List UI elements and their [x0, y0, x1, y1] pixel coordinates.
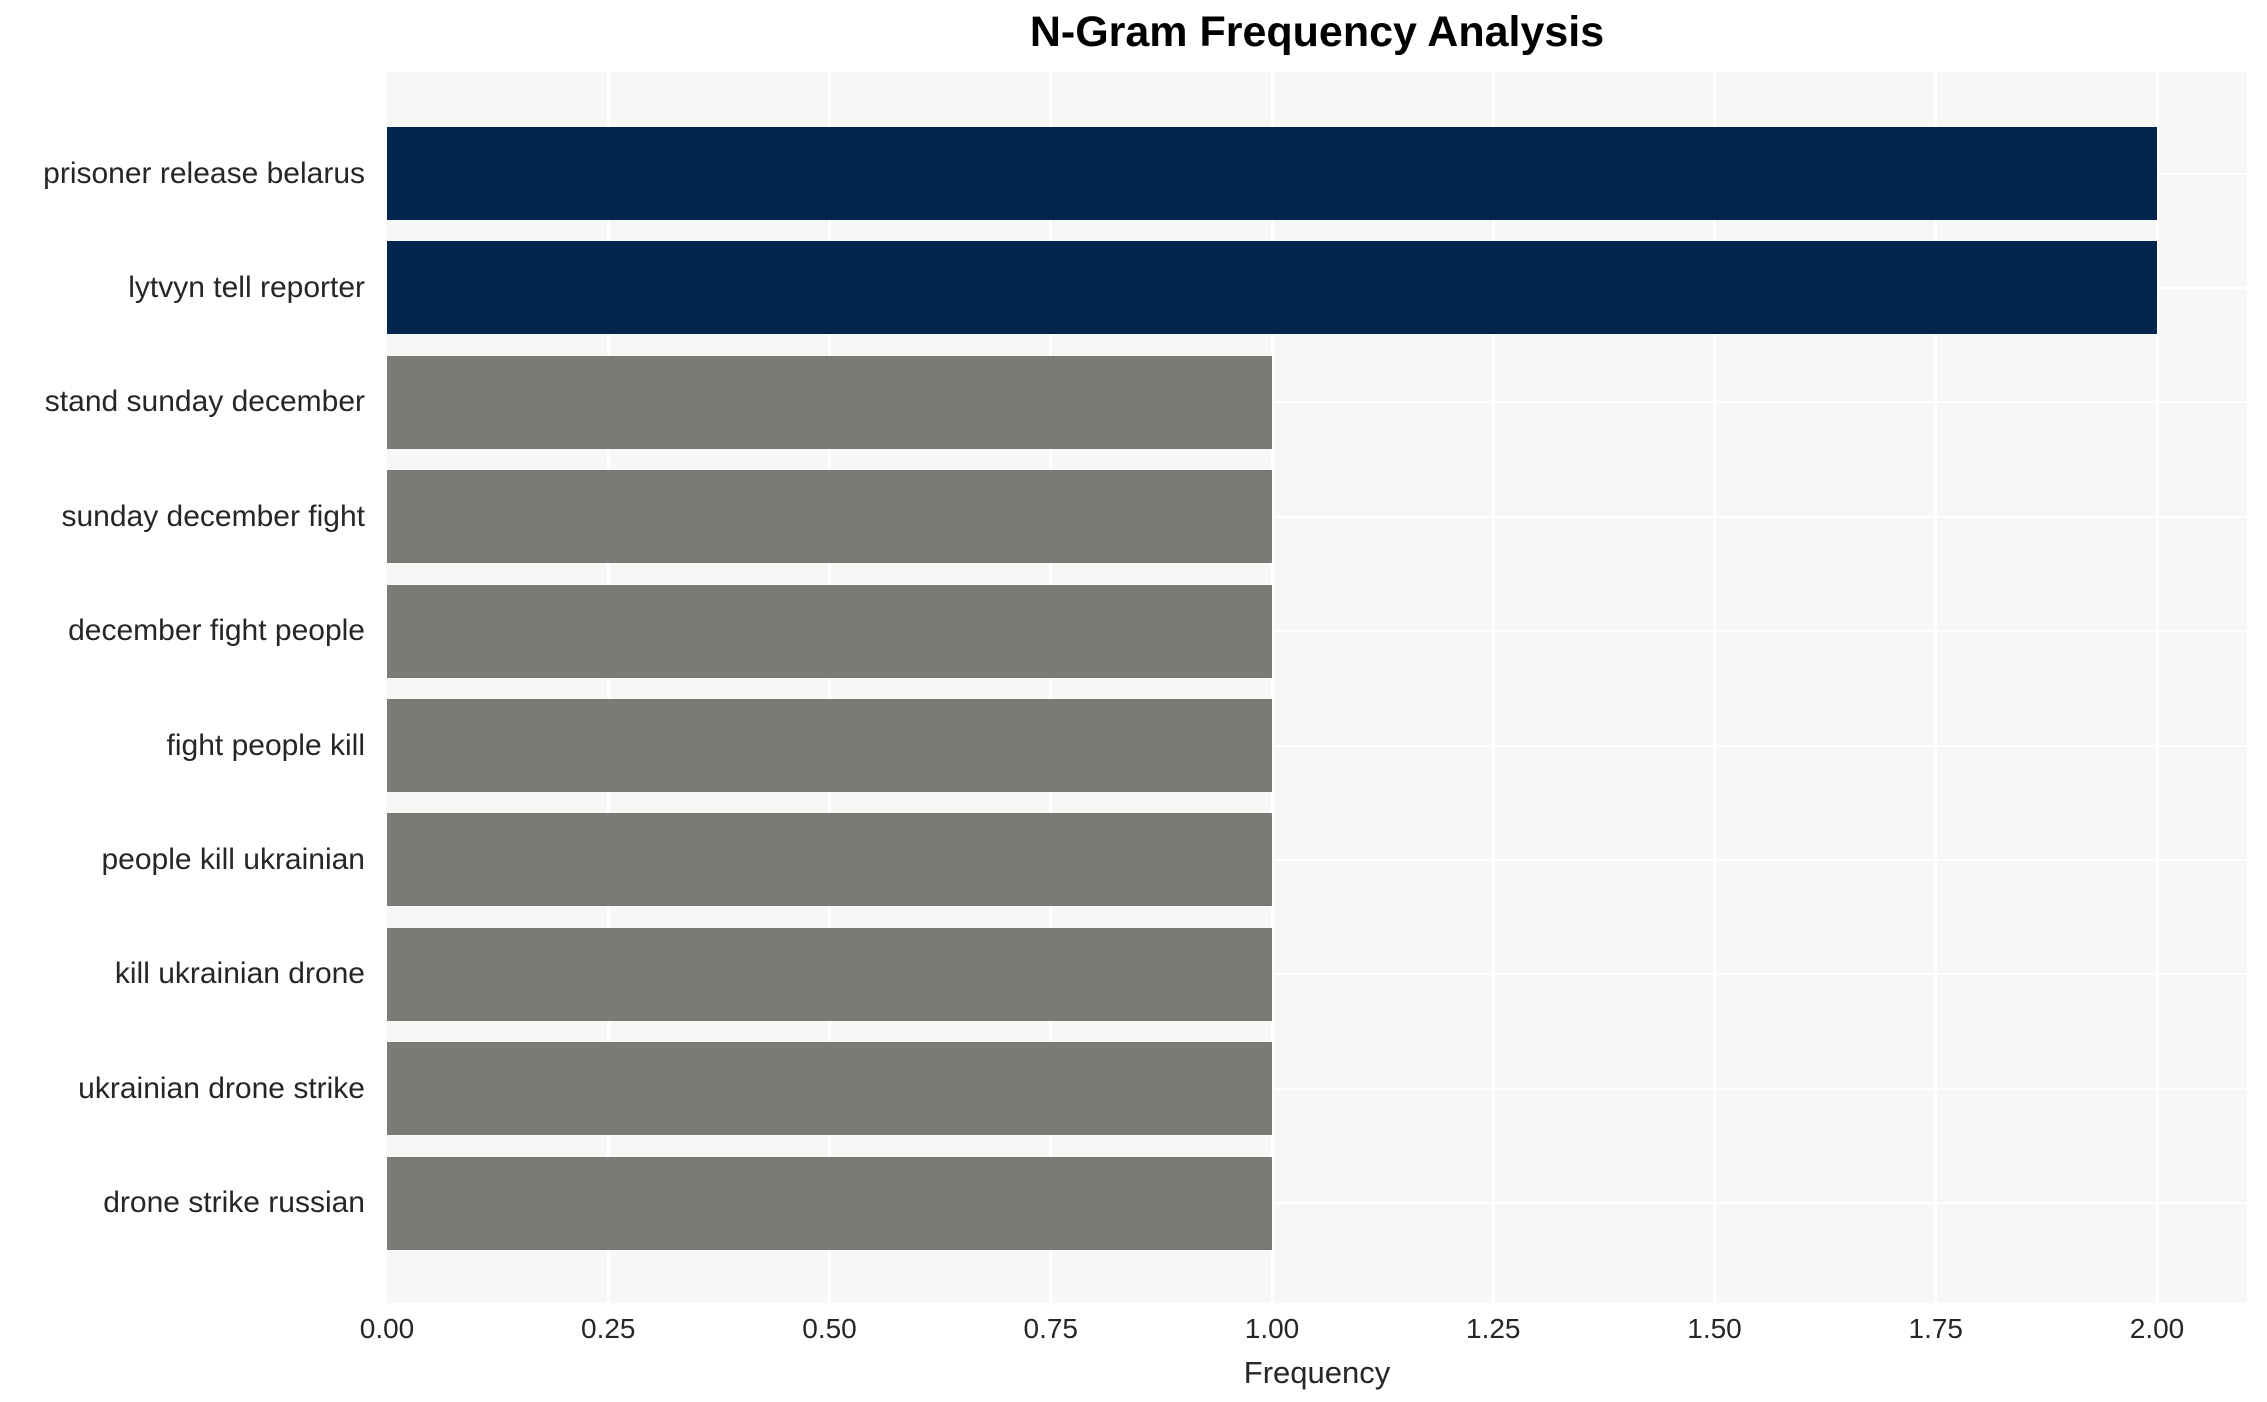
y-tick-label: prisoner release belarus	[43, 156, 365, 190]
gridline-vertical	[2155, 72, 2159, 1303]
bar	[387, 241, 2157, 335]
bar	[387, 127, 2157, 220]
x-tick-label: 0.25	[581, 1313, 636, 1344]
chart-title: N-Gram Frequency Analysis	[1029, 8, 1605, 56]
x-tick-label: 0.00	[359, 1313, 415, 1344]
gridline-horizontal	[387, 1202, 2247, 1205]
gridline-vertical	[1049, 72, 1053, 1303]
gridline-vertical	[1270, 72, 1274, 1303]
y-tick-label: people kill ukrainian	[101, 842, 366, 876]
x-tick-label: 0.75	[1023, 1313, 1079, 1344]
gridline-horizontal	[387, 858, 2247, 861]
bar	[387, 927, 1272, 1021]
x-tick-label: 2.00	[2129, 1313, 2185, 1344]
plot-area	[387, 72, 2247, 1303]
bar	[387, 699, 1272, 792]
gridline-horizontal	[387, 1087, 2247, 1090]
gridline-horizontal	[387, 515, 2247, 518]
bar	[387, 813, 1272, 907]
gridline-vertical	[1934, 72, 1938, 1303]
bar	[387, 1042, 1272, 1136]
gridline-vertical	[1713, 72, 1716, 1303]
x-tick-label: 0.50	[802, 1313, 857, 1344]
gridline-vertical	[1491, 72, 1495, 1303]
gridline-vertical	[606, 72, 610, 1303]
gridline-horizontal	[387, 630, 2247, 633]
x-tick-label: 1.00	[1244, 1313, 1300, 1344]
y-tick-label: ukrainian drone strike	[78, 1071, 365, 1105]
bar	[387, 584, 1272, 678]
y-tick-label: lytvyn tell reporter	[128, 270, 365, 304]
gridline-horizontal	[387, 744, 2247, 747]
y-tick-label: kill ukrainian drone	[114, 957, 365, 991]
gridline-vertical	[828, 72, 831, 1303]
bar	[387, 1156, 1272, 1250]
x-axis-label: Frequency	[1243, 1355, 1391, 1390]
gridline-horizontal	[387, 973, 2247, 976]
bar	[387, 355, 1272, 449]
x-tick-label: 1.25	[1466, 1313, 1521, 1344]
gridline-horizontal	[387, 401, 2247, 404]
y-tick-label: stand sunday december	[44, 385, 365, 419]
y-tick-label: sunday december fight	[61, 499, 365, 533]
y-tick-label: drone strike russian	[103, 1186, 365, 1220]
x-tick-label: 1.75	[1908, 1313, 1964, 1344]
y-tick-label: december fight people	[68, 614, 365, 648]
x-tick-label: 1.50	[1687, 1313, 1742, 1344]
bar	[387, 470, 1272, 564]
y-tick-label: fight people kill	[166, 728, 365, 762]
